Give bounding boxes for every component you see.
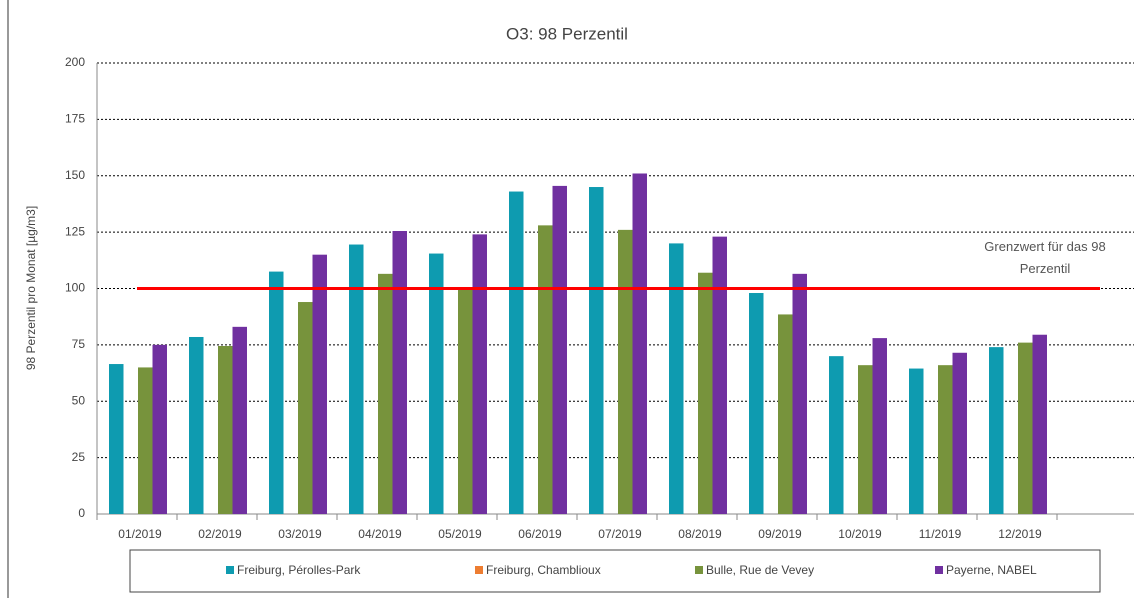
annotation: Grenzwert für das 98 Perzentil <box>984 239 1106 276</box>
y-tick-label: 50 <box>72 393 86 407</box>
bar <box>152 344 167 514</box>
legend-swatch <box>475 566 483 574</box>
legend-label: Payerne, NABEL <box>946 563 1037 577</box>
y-tick-label: 0 <box>78 506 85 520</box>
bar <box>472 234 487 514</box>
y-tick-label: 75 <box>72 337 86 351</box>
bar <box>829 356 844 514</box>
bar <box>378 273 393 514</box>
bar <box>792 273 807 514</box>
y-tick-label: 175 <box>65 112 85 126</box>
bar <box>349 244 364 514</box>
x-tick-label: 01/2019 <box>118 527 162 541</box>
bar <box>312 254 327 515</box>
legend-swatch <box>226 566 234 574</box>
y-tick-label: 200 <box>65 55 85 69</box>
x-tick-label: 10/2019 <box>838 527 882 541</box>
y-axis-label: 98 Perzentil pro Monat [µg/m3] <box>24 206 38 370</box>
bar <box>698 272 713 514</box>
legend-swatch <box>935 566 943 574</box>
y-tick-label: 25 <box>72 450 86 464</box>
bar <box>669 243 684 514</box>
bar <box>392 230 407 514</box>
bar <box>429 253 444 515</box>
bar <box>858 365 873 514</box>
x-tick-label: 09/2019 <box>758 527 802 541</box>
legend-label: Bulle, Rue de Vevey <box>706 563 814 577</box>
x-tick-label: 06/2019 <box>518 527 562 541</box>
bar <box>138 367 153 514</box>
bar <box>712 236 727 514</box>
bar <box>589 187 604 514</box>
x-tick-label: 04/2019 <box>358 527 402 541</box>
chart-title: O3: 98 Perzentil <box>506 24 628 43</box>
bar <box>952 352 967 514</box>
bar <box>1032 334 1047 514</box>
bar <box>989 347 1004 514</box>
bar <box>872 338 887 514</box>
x-tick-label: 05/2019 <box>438 527 482 541</box>
bar <box>218 346 233 514</box>
bar <box>538 225 553 515</box>
x-tick-label: 11/2019 <box>919 527 962 541</box>
bar <box>618 229 633 514</box>
bar <box>509 191 524 514</box>
bar <box>458 288 473 514</box>
bar <box>1018 342 1033 514</box>
bar <box>232 326 247 514</box>
bar <box>778 314 793 514</box>
y-tick-label: 150 <box>65 168 85 182</box>
bar <box>552 185 567 514</box>
x-tick-label: 07/2019 <box>598 527 642 541</box>
legend-box <box>129 549 1101 593</box>
legend-label: Freiburg, Pérolles-Park <box>237 563 361 577</box>
legend-label: Freiburg, Chamblioux <box>486 563 601 577</box>
x-tick-label: 08/2019 <box>678 527 722 541</box>
y-tick-label: 100 <box>65 281 85 295</box>
bar <box>269 271 284 514</box>
bar <box>298 302 313 514</box>
y-tick-label: 125 <box>65 224 85 238</box>
bar <box>632 173 647 514</box>
bar <box>938 365 953 514</box>
bar <box>749 293 764 514</box>
x-tick-label: 02/2019 <box>198 527 242 541</box>
bar <box>189 336 204 514</box>
bar <box>909 368 924 514</box>
x-tick-label: 12/2019 <box>998 527 1042 541</box>
bar <box>109 364 124 514</box>
x-tick-label: 03/2019 <box>278 527 322 541</box>
legend-swatch <box>695 566 703 574</box>
